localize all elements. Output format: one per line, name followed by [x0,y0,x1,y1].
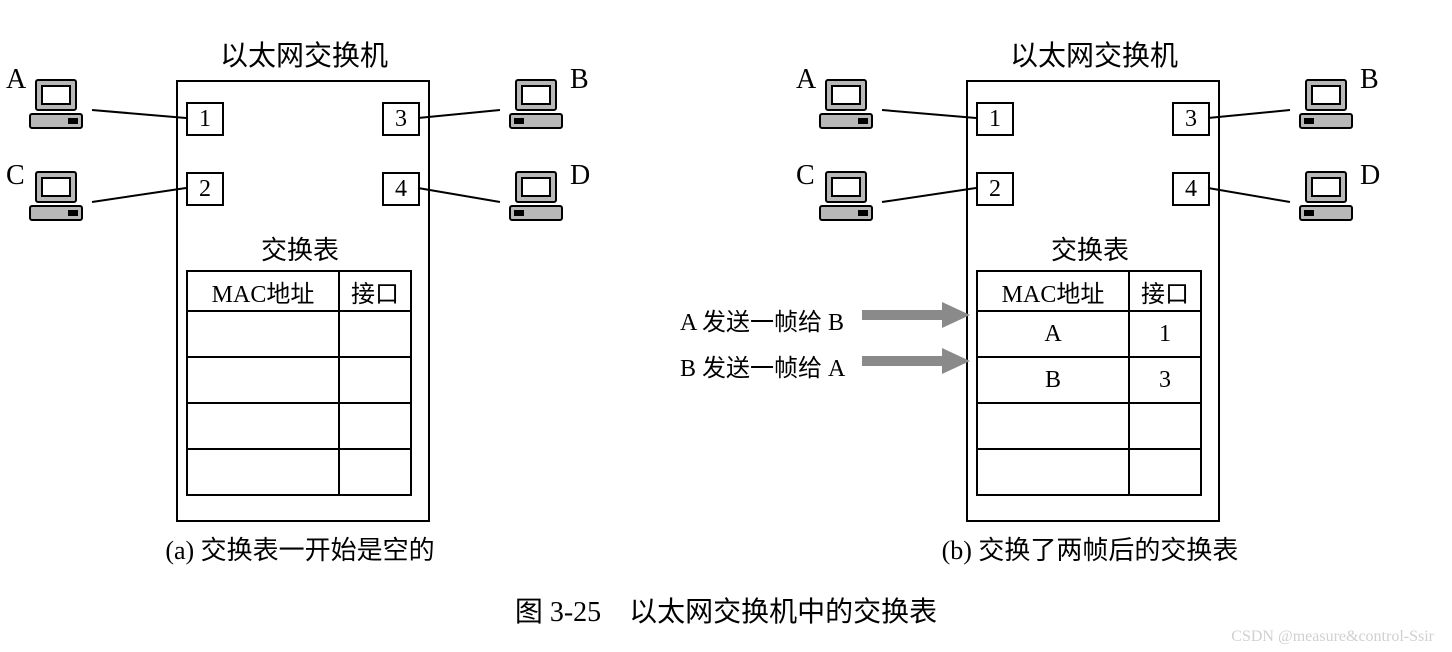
conn-lines-b [790,20,1390,240]
event-label-2: B 发送一帧给 A [680,348,845,383]
table-row [1129,449,1201,495]
table-row: 1 [1129,311,1201,357]
conn-lines-a [0,20,600,240]
table-row [977,403,1129,449]
watermark: CSDN @measure&control-Ssir [1231,628,1434,646]
table-row [187,403,339,449]
table-row: B [977,357,1129,403]
mac-table-a: MAC地址 接口 [186,270,412,496]
caption-b: (b) 交换了两帧后的交换表 [900,530,1280,567]
col-port-a: 接口 [339,271,411,311]
table-row: A [977,311,1129,357]
table-row [1129,403,1201,449]
col-mac-a: MAC地址 [187,271,339,311]
table-row [187,311,339,357]
table-row [187,357,339,403]
table-title-a: 交换表 [250,230,350,267]
table-row [339,357,411,403]
col-mac-b: MAC地址 [977,271,1129,311]
table-row [339,311,411,357]
col-port-b: 接口 [1129,271,1201,311]
arrow-icon-1 [862,300,970,330]
figure-caption: 图 3-25 以太网交换机中的交换表 [0,590,1452,630]
table-row: 3 [1129,357,1201,403]
arrow-icon-2 [862,346,970,376]
page: 以太网交换机 1 2 3 4 A C B D [0,0,1452,652]
caption-a: (a) 交换表一开始是空的 [110,530,490,567]
table-row [977,449,1129,495]
mac-table-b: MAC地址 接口 A1 B3 [976,270,1202,496]
table-row [339,449,411,495]
event-label-1: A 发送一帧给 B [680,302,844,337]
table-title-b: 交换表 [1040,230,1140,267]
table-row [187,449,339,495]
table-row [339,403,411,449]
